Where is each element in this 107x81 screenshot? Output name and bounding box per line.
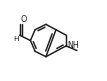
- Text: H: H: [13, 36, 19, 42]
- Text: O: O: [20, 15, 27, 24]
- Text: NH: NH: [67, 41, 79, 50]
